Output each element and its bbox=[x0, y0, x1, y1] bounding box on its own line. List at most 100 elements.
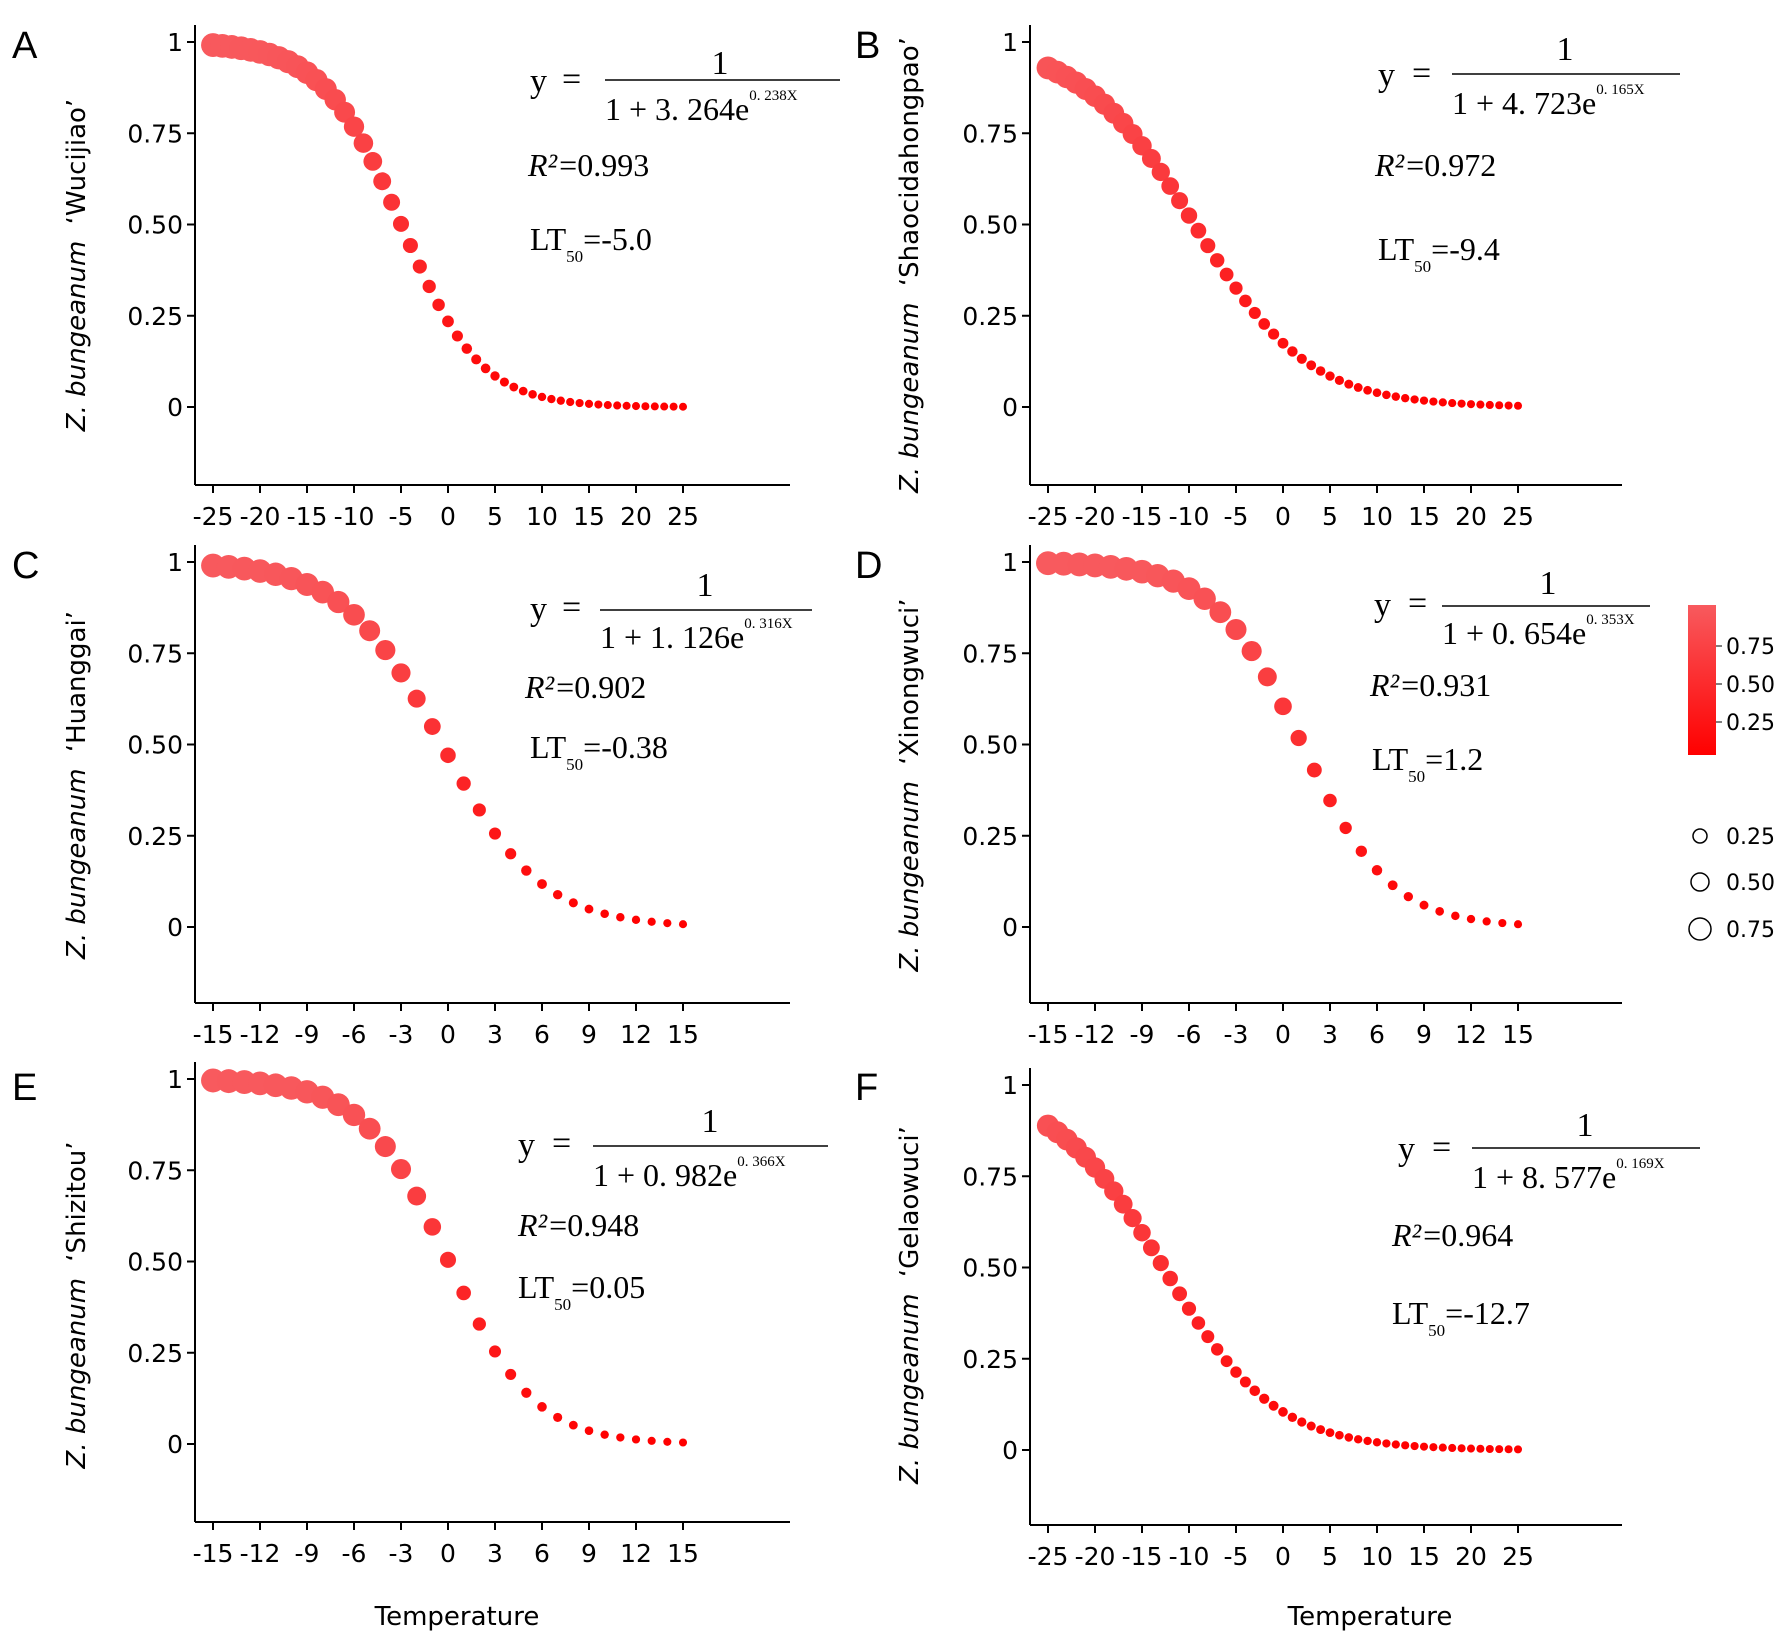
data-point bbox=[1151, 162, 1170, 182]
data-point bbox=[1190, 222, 1207, 239]
eq-y-c: y bbox=[530, 591, 547, 628]
data-point bbox=[1239, 1376, 1251, 1388]
data-point bbox=[1391, 392, 1401, 401]
eq-denominator-e: 1 + 0. 982e0. 366X bbox=[593, 1154, 786, 1193]
svg-text:Z. bungeanum ‘Gelaowuc: Z. bungeanum ‘Gelaowuci’ bbox=[895, 1126, 925, 1485]
data-point bbox=[566, 397, 575, 407]
x-axis-title-left: Temperature bbox=[374, 1602, 540, 1632]
x-tick-label: 0 bbox=[440, 1539, 456, 1568]
data-point bbox=[1306, 762, 1322, 778]
eq-equals-d: = bbox=[1408, 585, 1427, 622]
panel-letter-d: D bbox=[855, 545, 882, 587]
size-legend-label-3: 0.75 bbox=[1726, 918, 1775, 943]
x-tick-label: 15 bbox=[667, 1020, 699, 1049]
x-tick-label: 3 bbox=[487, 1539, 503, 1568]
data-point bbox=[1401, 393, 1410, 403]
y-tick-label: 0.75 bbox=[127, 119, 183, 148]
data-point bbox=[1152, 1255, 1169, 1272]
data-point bbox=[1287, 346, 1298, 357]
data-point bbox=[1290, 729, 1307, 747]
x-tick-label: -3 bbox=[389, 1020, 414, 1049]
data-point bbox=[1133, 1223, 1151, 1242]
data-point bbox=[407, 689, 426, 708]
panel-letter-a: A bbox=[12, 25, 38, 67]
data-point bbox=[553, 1412, 563, 1422]
data-point bbox=[1410, 1441, 1419, 1451]
data-point bbox=[1419, 396, 1429, 405]
eq-equals-e: = bbox=[552, 1125, 571, 1162]
x-tick-label: 6 bbox=[534, 1020, 550, 1049]
y-tick-label: 0.75 bbox=[962, 1162, 1018, 1191]
y-ticks-b: 0 0.25 0.50 0.75 1 bbox=[962, 28, 1030, 422]
data-point bbox=[1429, 397, 1438, 406]
data-point bbox=[537, 879, 547, 889]
data-point bbox=[631, 915, 641, 924]
data-point bbox=[1482, 917, 1491, 926]
data-point bbox=[1466, 1444, 1476, 1453]
data-point bbox=[359, 620, 381, 642]
data-point bbox=[650, 402, 659, 411]
data-point bbox=[594, 400, 603, 409]
data-point bbox=[1268, 1400, 1279, 1411]
x-tick-label: -6 bbox=[342, 1539, 367, 1568]
y-tick-label: 0.25 bbox=[962, 1345, 1018, 1374]
y-tick-label: 0.50 bbox=[962, 211, 1018, 240]
panel-a: A Z. bungeanum ‘Wucijiao’ -25 -20 -15 -10 -5… bbox=[12, 25, 840, 531]
panel-letter-f: F bbox=[855, 1067, 878, 1109]
data-point bbox=[1315, 366, 1326, 376]
data-point bbox=[456, 1285, 471, 1301]
x-tick-label: -5 bbox=[1224, 1542, 1249, 1571]
data-point bbox=[480, 363, 491, 374]
data-point bbox=[1277, 337, 1289, 349]
y-tick-label: 0 bbox=[1002, 913, 1018, 942]
eq-numerator-d: 1 bbox=[1540, 565, 1557, 602]
data-point bbox=[1334, 375, 1344, 385]
y-ticks-f: 0 0.25 0.50 0.75 1 bbox=[962, 1071, 1030, 1465]
x-tick-label: -10 bbox=[1169, 502, 1210, 531]
data-point bbox=[631, 402, 641, 411]
data-point bbox=[1162, 1270, 1178, 1287]
eq-denominator-a: 1 + 3. 264e0. 238X bbox=[605, 88, 798, 127]
data-point bbox=[1363, 1436, 1372, 1446]
data-point bbox=[1141, 149, 1161, 168]
y-label-cultivar-c: ‘Huanggai’ bbox=[62, 611, 92, 752]
data-point bbox=[613, 401, 622, 410]
x-tick-label: -20 bbox=[1075, 1542, 1116, 1571]
svg-text:Z. bungeanum ‘Huanggai: Z. bungeanum ‘Huanggai’ bbox=[62, 611, 92, 960]
data-point bbox=[556, 396, 565, 405]
data-point bbox=[342, 1103, 366, 1127]
x-tick-label: -15 bbox=[287, 502, 328, 531]
data-point bbox=[375, 640, 396, 661]
data-points-c bbox=[201, 553, 688, 929]
y-label-cultivar-d: ‘Xinongwuci’ bbox=[895, 599, 925, 765]
x-ticks-f: -25 -20 -15 -10 -5 0 5 10 15 20 25 bbox=[1028, 1525, 1534, 1571]
x-tick-label: -25 bbox=[1028, 502, 1069, 531]
x-tick-label: 5 bbox=[487, 502, 503, 531]
r2-b: R²=0.972 bbox=[1374, 147, 1496, 183]
data-point bbox=[1476, 400, 1485, 409]
panel-letter-c: C bbox=[12, 545, 39, 587]
x-tick-label: 20 bbox=[620, 502, 652, 531]
y-tick-label: 0.75 bbox=[127, 1156, 183, 1185]
x-tick-label: -15 bbox=[193, 1539, 234, 1568]
x-tick-label: 5 bbox=[1322, 502, 1338, 531]
x-tick-label: -25 bbox=[193, 502, 234, 531]
data-point bbox=[552, 889, 563, 900]
data-point bbox=[1363, 385, 1372, 395]
data-point bbox=[1344, 379, 1354, 389]
y-label-species-e: Z. bungeanum bbox=[62, 1278, 92, 1470]
y-label-species-c: Z. bungeanum bbox=[62, 768, 92, 960]
svg-text:Z. bungeanum ‘Xinongwu: Z. bungeanum ‘Xinongwuci’ bbox=[895, 599, 925, 973]
data-point bbox=[1466, 914, 1476, 924]
size-legend-label-1: 0.25 bbox=[1726, 825, 1775, 850]
x-ticks-c: -15 -12 -9 -6 -3 0 3 6 9 12 15 bbox=[193, 1003, 699, 1049]
y-tick-label: 0.25 bbox=[127, 1339, 183, 1368]
data-points-f bbox=[1036, 1114, 1523, 1454]
svg-text:Z. bungeanum ‘Shizitou: Z. bungeanum ‘Shizitou’ bbox=[62, 1142, 92, 1470]
data-point bbox=[451, 330, 463, 342]
data-point bbox=[505, 1368, 517, 1380]
data-point bbox=[1466, 400, 1476, 409]
eq-denominator-f: 1 + 8. 577e0. 169X bbox=[1472, 1156, 1665, 1195]
data-point bbox=[1200, 238, 1216, 254]
color-legend: 0.75 0.50 0.25 bbox=[1688, 605, 1775, 755]
